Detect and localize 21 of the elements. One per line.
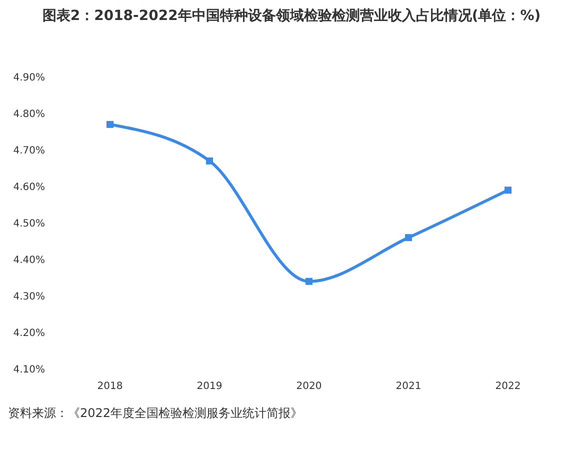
text: 资料来源：《2022年度全国检验检测服务业统计简报》 bbox=[8, 406, 303, 420]
y-tick-label: 4.60% bbox=[13, 182, 45, 193]
x-tick-label: 2021 bbox=[396, 381, 422, 392]
y-tick-label: 4.80% bbox=[13, 109, 45, 120]
y-tick-label: 4.90% bbox=[13, 72, 45, 84]
point bbox=[306, 278, 312, 285]
point bbox=[405, 234, 412, 242]
chart-title: 图表2：2018-2022年中国特种设备领域检验检测营业收入占比情况(单位：%) bbox=[42, 8, 541, 24]
point bbox=[504, 186, 512, 194]
point bbox=[206, 157, 213, 164]
point bbox=[106, 120, 114, 128]
y-tick-label: 4.20% bbox=[13, 328, 45, 339]
y-tick-label: 4.30% bbox=[13, 292, 45, 302]
y-tick-label: 4.70% bbox=[13, 146, 45, 156]
x-tick-label: 2022 bbox=[495, 381, 521, 392]
x-tick-label: 2018 bbox=[97, 381, 123, 392]
y-tick-label: 4.50% bbox=[13, 218, 45, 230]
x-tick-label: 2020 bbox=[296, 381, 322, 392]
y-tick-label: 4.10% bbox=[13, 364, 45, 376]
x-tick-label: 2019 bbox=[196, 381, 222, 392]
y-tick-label: 4.40% bbox=[13, 255, 45, 266]
